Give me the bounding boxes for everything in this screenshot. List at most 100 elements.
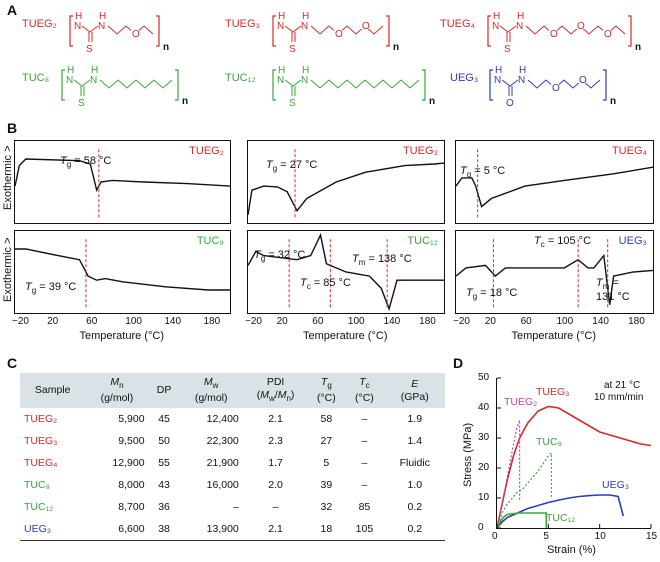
cell-pdi: 2.3 (268, 435, 283, 448)
cell-pdi: 2.1 (268, 413, 283, 426)
dsc-xtick: 140 (383, 316, 401, 327)
cell-tc: – (361, 479, 368, 492)
series-line-3 (496, 494, 625, 529)
repeat-n: n (610, 96, 616, 107)
cell-sample: TUEG₂ (24, 413, 58, 426)
y-axis-label: Stress (MPa) (462, 422, 474, 487)
atom-n: N (516, 21, 523, 32)
cell-pdi: 2.1 (268, 523, 283, 536)
atom-n: N (494, 75, 501, 86)
cell-sample: TUC₈ (24, 479, 50, 492)
cell-mw: – (232, 501, 239, 514)
sample-tag: TUEG₂ (189, 145, 224, 157)
cell-mn: 9,500 (118, 435, 145, 448)
cell-sample: UEG₃ (24, 523, 52, 536)
tc-annotation: Tc = 85 °C (300, 277, 351, 292)
cell-e: Fluidic (399, 457, 430, 470)
tg-annotation: Tg = 5 °C (460, 165, 506, 180)
y-tick-label: 30 (478, 432, 490, 443)
atom-o: O (577, 21, 585, 32)
dsc-curve (456, 166, 653, 208)
x-tick-label: 5 (543, 531, 549, 542)
column-header: E (GPa) (384, 373, 445, 409)
sample-tag: UEG₃ (618, 235, 647, 247)
dsc-xlabel: Temperature (°C) (79, 330, 164, 342)
cell-tg: 5 (323, 457, 330, 470)
dsc-xtick: 20 (276, 316, 288, 327)
dsc-xtick: 100 (556, 316, 574, 327)
panel-label-c: C (7, 355, 18, 371)
tg-annotation: Tg = 58 °C (60, 155, 112, 170)
dsc-curve (15, 158, 230, 193)
cell-dp: 45 (158, 413, 170, 426)
tc-annotation: Tc = 105 °C (534, 235, 592, 250)
atom-h: H (302, 65, 309, 76)
column-header: Mw (g/mol) (179, 373, 243, 409)
atom-n: N (90, 75, 97, 86)
series-line-4 (496, 512, 548, 529)
atom-h: H (302, 11, 309, 22)
x-tick-label: 15 (646, 531, 658, 542)
dsc-xtick: 60 (520, 316, 532, 327)
structure-name: TUC₈ (22, 72, 50, 84)
cell-e: 0.2 (407, 501, 423, 514)
repeat-n: n (635, 42, 641, 53)
cell-tc: – (361, 435, 368, 448)
cell-tc: – (361, 457, 368, 470)
table-row: TUEG₃ 9,500 50 22,300 2.3 27 – 1.4 (20, 430, 445, 452)
y-tick-label: 50 (478, 372, 490, 383)
structure-name: TUEG₃ (225, 18, 261, 30)
tm-annotation: Tm = (596, 277, 619, 292)
table-row: TUEG₂ 5,900 45 12,400 2.1 58 – 1.9 (20, 408, 445, 430)
properties-table: Sample Mn (g/mol) DP Mw (g/mol) PDI (Mw/Mn) Tg (°… (20, 373, 445, 541)
dsc-plot: UEG₃ Tg = 18 °C Tc = 105 °C Tm = 131 °C (455, 230, 654, 314)
atom-n: N (277, 21, 284, 32)
table-header-row: Sample Mn (g/mol) DP Mw (g/mol) PDI (Mw/Mn) Tg (°… (20, 373, 445, 409)
atom-o: O (362, 21, 370, 32)
atom-n: N (301, 75, 308, 86)
dsc-xtick: 20 (484, 316, 496, 327)
cell-dp: 43 (158, 479, 170, 492)
column-header: Tg (°C) (308, 373, 345, 409)
cell-mw: 12,400 (206, 413, 239, 426)
dsc-xtick: −20 (12, 316, 29, 327)
cell-e: 1.4 (407, 435, 423, 448)
cell-sample: TUEG₃ (24, 435, 58, 448)
table-row: UEG₃ 6,600 38 13,900 2.1 18 105 0.2 (20, 518, 445, 541)
cell-mw: 16,000 (206, 479, 239, 492)
panel-label-a: A (7, 2, 18, 18)
column-header: Tc (°C) (344, 373, 385, 409)
structure-name: TUEG₄ (440, 18, 476, 30)
tg-annotation: Tg = 39 °C (25, 281, 77, 296)
dsc-plot: TUEG₄ Tg = 5 °C (455, 140, 654, 224)
atom-h: H (75, 11, 82, 22)
dsc-plot: TUC₁₂ Tg = 32 °C Tc = 85 °C Tm = 138 °C (247, 230, 445, 314)
repeat-n: n (393, 42, 399, 53)
table-row: TUC₁₂ 8,700 36 – – 32 85 0.2 (20, 496, 445, 518)
cell-mw: 22,300 (206, 435, 239, 448)
dsc-curve (248, 232, 444, 312)
cell-pdi: 1.7 (268, 457, 283, 470)
dsc-xtick: 180 (419, 316, 436, 327)
atom-n: N (74, 21, 81, 32)
atom-s: O (506, 98, 514, 109)
tm-annotation: Tm = 138 °C (352, 253, 412, 268)
plot-area (496, 377, 652, 529)
dsc-xtick: 60 (312, 316, 324, 327)
series-label: TUEG₃ (536, 386, 570, 398)
structure-name: TUC₁₂ (225, 72, 256, 84)
structure-name: TUEG₂ (22, 18, 57, 30)
cell-tg: 58 (320, 413, 333, 426)
cell-mn: 12,900 (112, 457, 145, 470)
atom-n: N (66, 75, 73, 86)
cell-dp: 55 (158, 457, 170, 470)
atom-h: H (493, 11, 500, 22)
atom-h: H (278, 65, 285, 76)
cell-sample: TUC₁₂ (24, 501, 54, 514)
sample-tag: TUEG₃ (402, 145, 438, 157)
repeat-n: n (429, 96, 435, 107)
dsc-plot: TUEG₂ Tg = 58 °C (14, 140, 231, 224)
dsc-xtick: 180 (203, 316, 221, 327)
repeat-n: n (163, 42, 169, 53)
